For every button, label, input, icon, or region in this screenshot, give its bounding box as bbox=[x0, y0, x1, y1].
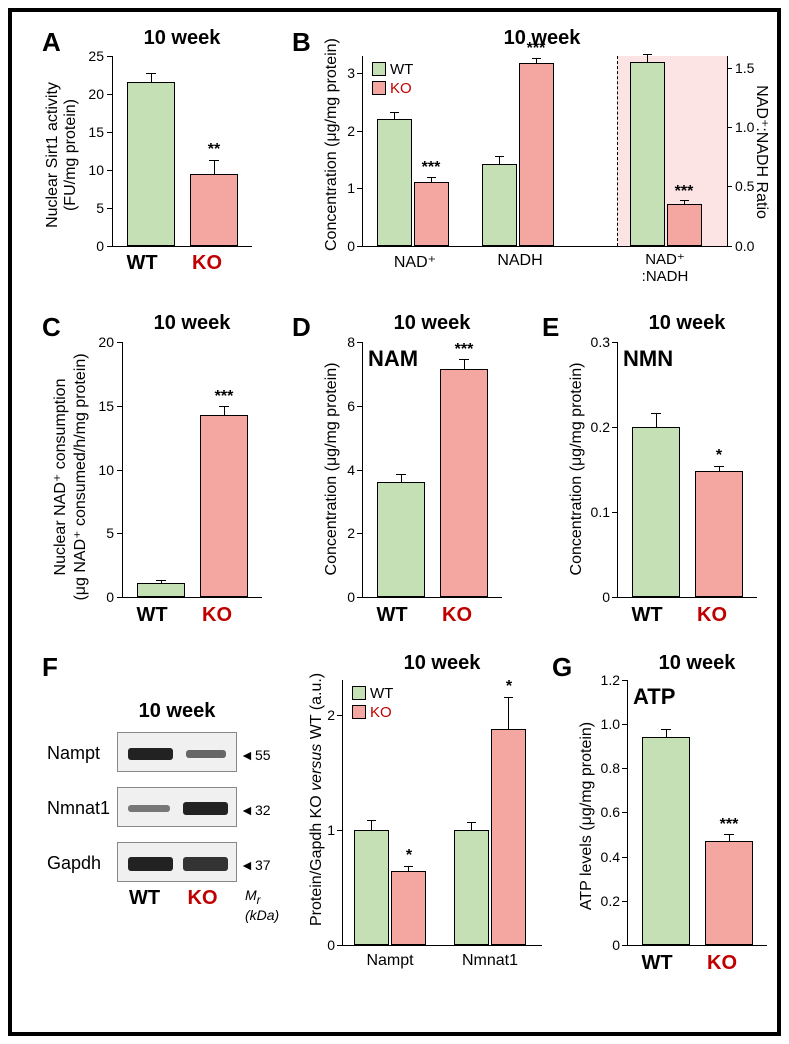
blot-ko: KO bbox=[175, 887, 230, 910]
blot-nampt: Nampt bbox=[47, 743, 100, 764]
figure-container: A 10 week 0 5 10 15 20 25 ** Nuclear Sir… bbox=[8, 8, 781, 1036]
panel-c-ylabel: Nuclear NAD⁺ consumption(μg NAD⁺ consume… bbox=[50, 352, 90, 602]
legend-wt-box bbox=[372, 62, 386, 76]
panel-e-label: E bbox=[542, 312, 559, 343]
panel-b-ylabel-left: Concentration (μg/mg protein) bbox=[323, 51, 341, 251]
panel-g-title: 10 week bbox=[627, 652, 767, 675]
panel-g-ko: KO bbox=[692, 952, 752, 975]
blot-nmnat1: Nmnat1 bbox=[47, 798, 110, 819]
blot-gapdh: Gapdh bbox=[47, 853, 101, 874]
panel-d-wt: WT bbox=[362, 604, 422, 627]
panel-b-ylabel-right: NAD⁺:NADH Ratio bbox=[752, 62, 772, 242]
legend-ko-box bbox=[372, 81, 386, 95]
legend-wt: WT bbox=[390, 61, 413, 78]
panel-b-chart: 0 1 2 3 0.0 0.5 1.0 1.5 WT KO *** *** bbox=[362, 56, 727, 246]
panel-a-label: A bbox=[42, 27, 61, 58]
panel-a-ko: KO bbox=[177, 252, 237, 275]
panel-c-wt: WT bbox=[122, 604, 182, 627]
panel-f-chart: 0 1 2 WT KO * * bbox=[342, 680, 542, 945]
panel-b-label: B bbox=[292, 27, 311, 58]
panel-e-ylabel: Concentration (μg/mg protein) bbox=[568, 359, 586, 579]
panel-a-title: 10 week bbox=[112, 27, 252, 50]
panel-a-wt: WT bbox=[112, 252, 172, 275]
panel-g-chart: 0 0.2 0.4 0.6 0.8 1.0 1.2 ATP *** bbox=[627, 680, 767, 945]
panel-a-ylabel: Nuclear Sirt1 activity(FU/mg protein) bbox=[44, 65, 80, 245]
panel-e-insert: NMN bbox=[623, 346, 673, 372]
panel-c-chart: 0 5 10 15 20 *** bbox=[122, 342, 262, 597]
panel-c-label: C bbox=[42, 312, 61, 343]
panel-e-wt: WT bbox=[617, 604, 677, 627]
panel-d-chart: 0 2 4 6 8 NAM *** bbox=[362, 342, 502, 597]
panel-a-sig: ** bbox=[200, 141, 228, 159]
panel-g-label: G bbox=[552, 652, 572, 683]
mw-37: 37 bbox=[255, 857, 271, 873]
blot-wt: WT bbox=[117, 887, 172, 910]
panel-e-title: 10 week bbox=[617, 312, 757, 335]
mw-55: 55 bbox=[255, 747, 271, 763]
panel-f-chart-title: 10 week bbox=[352, 652, 532, 675]
panel-g-wt: WT bbox=[627, 952, 687, 975]
panel-d-title: 10 week bbox=[362, 312, 502, 335]
panel-a-chart: 0 5 10 15 20 25 ** bbox=[112, 56, 252, 246]
panel-e-ko: KO bbox=[682, 604, 742, 627]
panel-c-ko: KO bbox=[187, 604, 247, 627]
panel-f-label: F bbox=[42, 652, 58, 683]
panel-d-label: D bbox=[292, 312, 311, 343]
panel-g-insert: ATP bbox=[633, 684, 675, 710]
panel-d-ko: KO bbox=[427, 604, 487, 627]
panel-f-ylabel: Protein/Gapdh KO versus WT (a.u.) bbox=[308, 706, 326, 926]
panel-g-ylabel: ATP levels (μg/mg protein) bbox=[578, 716, 596, 916]
panel-d-ylabel: Concentration (μg/mg protein) bbox=[323, 359, 341, 579]
panel-f-blot-title: 10 week bbox=[107, 700, 247, 723]
mw-32: 32 bbox=[255, 802, 271, 818]
panel-e-chart: 0 0.1 0.2 0.3 NMN * bbox=[617, 342, 757, 597]
panel-d-insert: NAM bbox=[368, 346, 418, 372]
panel-c-title: 10 week bbox=[122, 312, 262, 335]
legend-ko: KO bbox=[390, 80, 412, 97]
